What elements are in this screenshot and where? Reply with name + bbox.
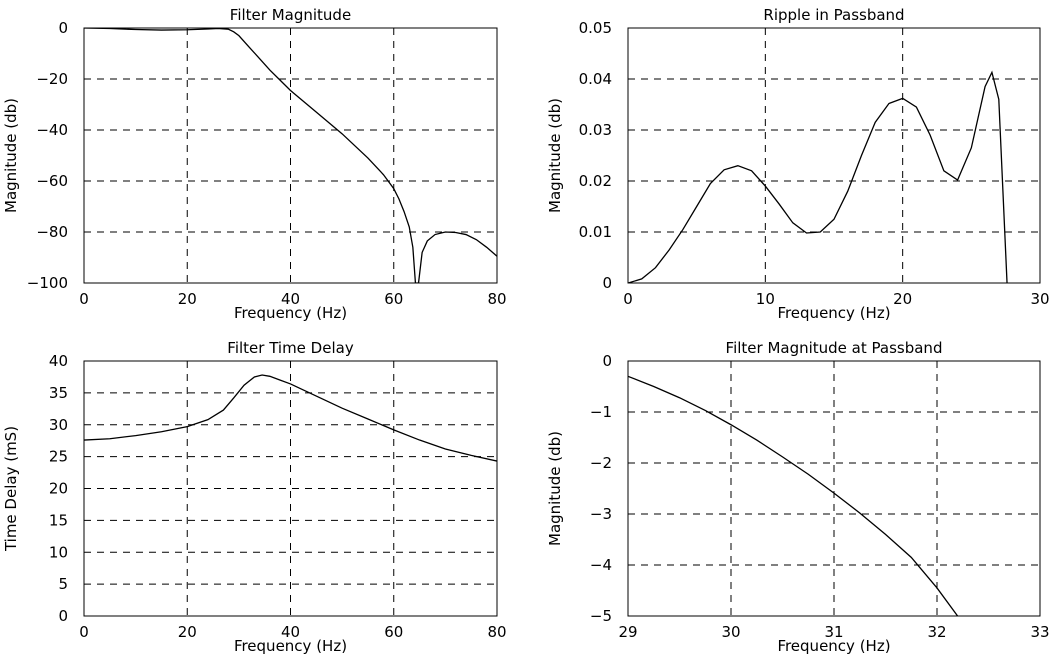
y-tick-label: −4: [590, 556, 612, 574]
y-tick-label: 40: [49, 352, 68, 370]
x-tick-label: 20: [178, 623, 197, 641]
y-axis-label: Magnitude (db): [546, 431, 564, 546]
x-tick-label: 0: [79, 623, 89, 641]
x-tick-label: 32: [927, 623, 946, 641]
x-tick-label: 30: [721, 623, 740, 641]
plot-frame: [628, 28, 1040, 283]
y-tick-label: 15: [49, 511, 68, 529]
x-tick-label: 20: [893, 290, 912, 308]
y-tick-label: 0.05: [579, 19, 612, 37]
y-tick-label: 0.01: [579, 223, 612, 241]
y-tick-label: 25: [49, 448, 68, 466]
chart-title: Filter Magnitude at Passband: [726, 339, 943, 357]
y-tick-label: −20: [36, 70, 68, 88]
x-tick-label: 29: [618, 623, 637, 641]
x-tick-label: 30: [1030, 290, 1049, 308]
x-axis-label: Frequency (Hz): [234, 637, 347, 655]
series-line: [628, 376, 958, 616]
y-tick-label: −1: [590, 403, 612, 421]
y-tick-label: 0: [58, 19, 68, 37]
y-tick-label: 0.03: [579, 121, 612, 139]
y-tick-label: −80: [36, 223, 68, 241]
y-tick-label: 0: [602, 274, 612, 292]
x-tick-label: 60: [384, 290, 403, 308]
y-axis-label: Time Delay (mS): [2, 426, 20, 552]
chart-title: Filter Time Delay: [227, 339, 354, 357]
y-tick-label: −40: [36, 121, 68, 139]
x-axis-label: Frequency (Hz): [234, 304, 347, 322]
y-tick-label: 20: [49, 480, 68, 498]
x-axis-label: Frequency (Hz): [777, 637, 890, 655]
y-axis-label: Magnitude (db): [546, 98, 564, 213]
y-tick-label: 0.04: [579, 70, 612, 88]
subplot-2: 0 10 20 30 0 0.01 0.02 0.03 0.04 0.05 Ripple in Pa…: [546, 6, 1050, 322]
y-tick-label: −2: [590, 454, 612, 472]
x-tick-label: 20: [178, 290, 197, 308]
series-line: [628, 72, 1007, 283]
x-tick-label: 10: [756, 290, 775, 308]
y-tick-label: −3: [590, 505, 612, 523]
chart-title: Filter Magnitude: [230, 6, 351, 24]
plot-frame: [84, 28, 497, 283]
x-tick-label: 33: [1030, 623, 1049, 641]
x-tick-label: 0: [623, 290, 633, 308]
plot-frame: [628, 361, 1040, 616]
y-tick-label: 35: [49, 384, 68, 402]
y-tick-label: 10: [49, 543, 68, 561]
y-axis-label: Magnitude (db): [2, 98, 20, 213]
x-tick-label: 80: [487, 290, 506, 308]
y-tick-label: −60: [36, 172, 68, 190]
x-tick-label: 0: [79, 290, 89, 308]
y-tick-label: 30: [49, 416, 68, 434]
x-tick-label: 80: [487, 623, 506, 641]
series-line: [84, 28, 497, 283]
x-axis-label: Frequency (Hz): [777, 304, 890, 322]
x-tick-label: 60: [384, 623, 403, 641]
y-tick-label: 0.02: [579, 172, 612, 190]
y-tick-label: 5: [58, 575, 68, 593]
y-tick-label: −100: [27, 274, 68, 292]
y-tick-label: −5: [590, 607, 612, 625]
chart-title: Ripple in Passband: [763, 6, 904, 24]
y-tick-label: 0: [602, 352, 612, 370]
y-tick-label: 0: [58, 607, 68, 625]
